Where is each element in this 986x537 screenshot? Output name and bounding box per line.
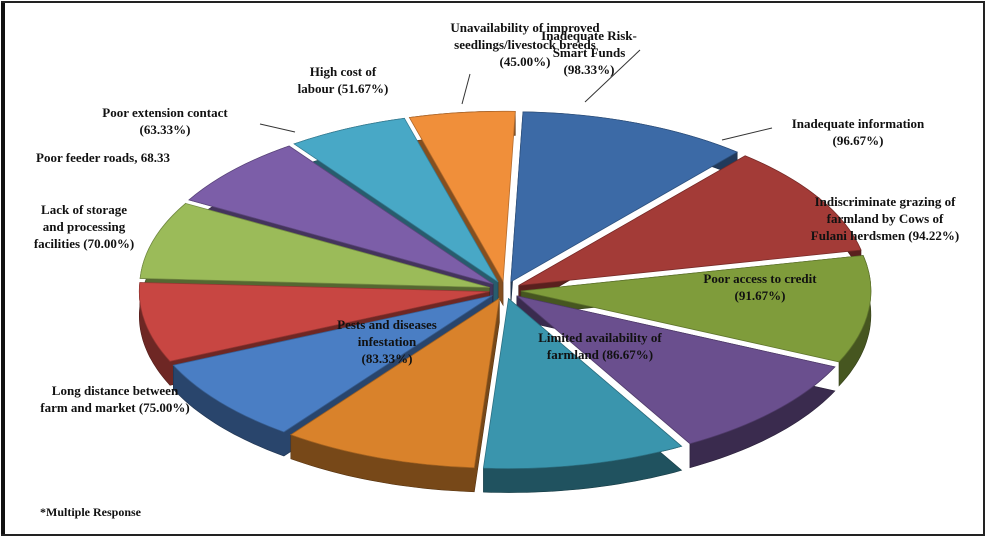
slice-label-line: and processing (43, 219, 126, 234)
slice-4 (482, 297, 683, 469)
slice-label-line: infestation (358, 334, 417, 349)
slice-label-line: facilities (70.00%) (34, 236, 134, 251)
slice-label-line: High cost of (310, 64, 377, 79)
slice-label-line: Poor extension contact (102, 105, 228, 120)
slice-8 (139, 202, 490, 288)
slice-label-line: farmland (86.67%) (547, 347, 653, 362)
slice-label-line: (83.33%) (362, 351, 413, 366)
slice-label-line: (96.67%) (833, 133, 884, 148)
slice-label-line: Fulani herdsmen (94.22%) (811, 228, 959, 243)
slice-label-line: Limited availability of (538, 330, 662, 345)
slice-label-line: Pests and diseases (337, 317, 437, 332)
leader-line-9 (259, 123, 296, 133)
slice-label-line: (91.67%) (735, 288, 786, 303)
slice-label-line: Long distance between (52, 383, 179, 398)
slice-label-line: Inadequate information (792, 116, 925, 131)
slice-label-3: Poor access to credit (91.67%) (703, 271, 817, 303)
slice-label-4: Limited availability of farmland (86.67%) (538, 330, 662, 362)
slice-tops (138, 110, 872, 469)
slice-label-line: Inadequate Risk- (541, 28, 637, 43)
slice-labels: Inadequate Risk-Smart Funds (98.33%)Inade… (34, 20, 959, 415)
slice-label-line: Lack of storage (41, 202, 127, 217)
slice-5 (289, 297, 500, 469)
slice-1 (518, 155, 862, 286)
slice-label-line: Poor access to credit (703, 271, 817, 286)
slice-label-line: Unavailability of improved (450, 20, 600, 35)
slice-2 (520, 255, 872, 363)
slice-label-line: seedlings/livestock breeds (454, 37, 596, 52)
slice-label-1: Inadequate information (96.67%) (792, 116, 925, 148)
slice-9 (188, 145, 494, 285)
leader-line-1 (721, 127, 773, 141)
slice-label-11: Unavailability of improved seedlings/live… (450, 20, 600, 69)
leader-line-0 (584, 49, 641, 103)
slice-label-8: Poor feeder roads, 68.33 (36, 150, 170, 165)
slice-label-line: Indiscriminate grazing of (815, 194, 956, 209)
slice-label-line: (63.33%) (140, 122, 191, 137)
slice-label-9: Poor extension contact (63.33%) (102, 105, 228, 137)
slice-label-7: Lack of storage and processing facilities … (34, 202, 134, 251)
slice-label-line: (98.33%) (564, 62, 615, 77)
slice-10 (293, 117, 499, 283)
footnote: *Multiple Response (40, 505, 142, 519)
slice-label-5: Pests and diseases infestation (83.33%) (337, 317, 437, 366)
slice-label-line: (45.00%) (500, 54, 551, 69)
slice-3 (516, 295, 836, 445)
slice-label-line: farm and market (75.00%) (40, 400, 189, 415)
slice-label-0: Inadequate Risk- Smart Funds (98.33%) (541, 28, 637, 77)
slice-label-line: labour (51.67%) (298, 81, 389, 96)
slice-label-10: High cost of labour (51.67%) (298, 64, 389, 96)
slice-label-2: Indiscriminate grazing of farmland by Cow… (811, 194, 959, 243)
slice-11 (408, 110, 516, 283)
slice-label-line: farmland by Cows of (827, 211, 944, 226)
slice-7 (138, 282, 490, 362)
slice-6 (172, 295, 493, 433)
slice-label-line: Poor feeder roads, 68.33 (36, 150, 170, 165)
slice-label-line: Smart Funds (553, 45, 626, 60)
leader-line-11 (461, 73, 471, 105)
leader-lines (259, 49, 773, 141)
slice-0 (510, 111, 739, 283)
slice-label-6: Long distance between farm and market (75… (40, 383, 189, 415)
